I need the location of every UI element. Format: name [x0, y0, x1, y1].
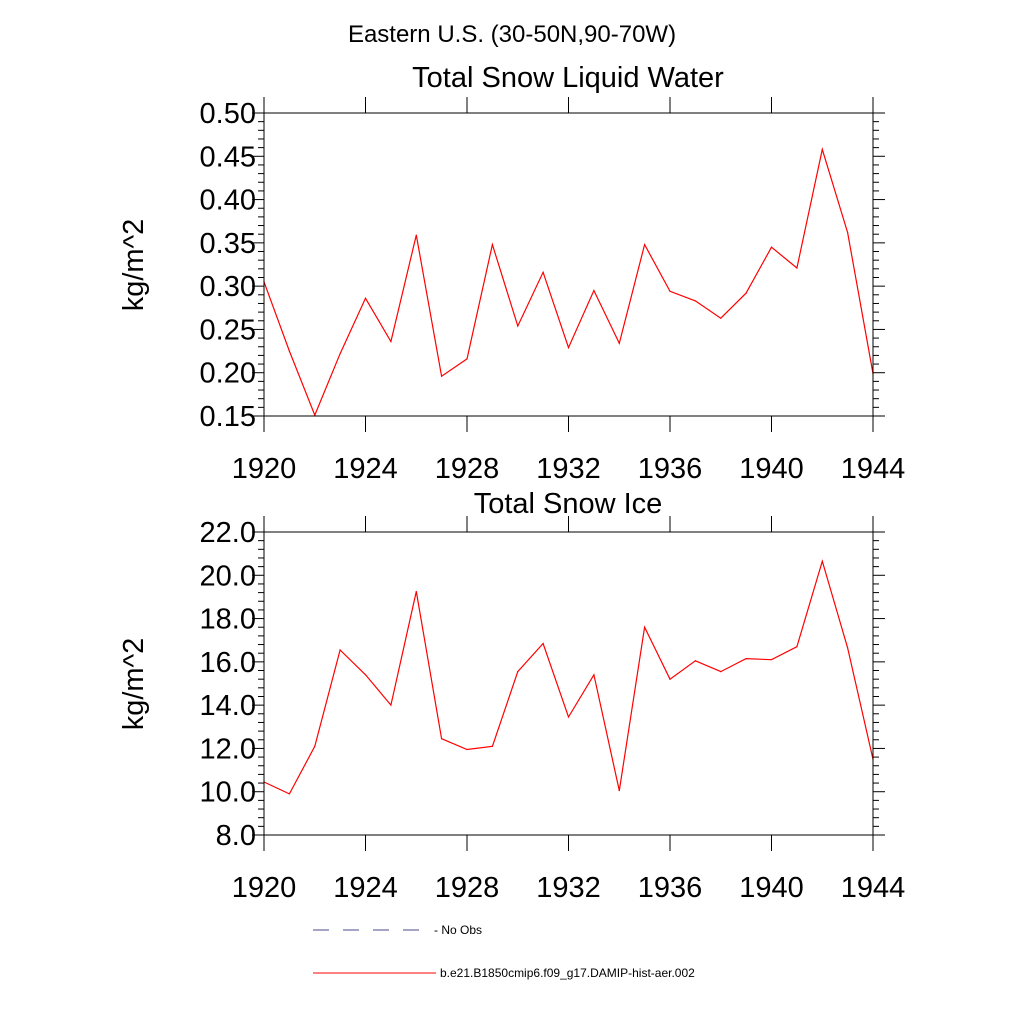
- legend-label-no-obs: - No Obs: [434, 923, 482, 937]
- x-tick-label: 1940: [739, 872, 804, 904]
- data-point: [314, 414, 316, 416]
- y-tick-label: 10.0: [200, 777, 256, 809]
- data-point: [796, 267, 798, 269]
- data-point: [491, 745, 493, 747]
- x-tick-label: 1920: [232, 872, 297, 904]
- y-axis-label: kg/m^2: [118, 219, 150, 312]
- y-tick-label: 0.20: [200, 358, 256, 390]
- y-tick-label: 22.0: [200, 517, 256, 549]
- panel-snow-liquid-water: Total Snow Liquid Water kg/m^2 0.150.200…: [118, 62, 905, 485]
- data-point: [390, 704, 392, 706]
- x-tick-labels: 1920 1924 1928 1932 1936 1940 1944: [232, 872, 906, 904]
- y-tick-label: 0.25: [200, 314, 256, 346]
- y-tick-label: 0.50: [200, 98, 256, 130]
- x-tick-label: 1928: [435, 453, 500, 485]
- data-point: [847, 231, 849, 234]
- data-point: [770, 246, 773, 248]
- data-point: [669, 290, 671, 292]
- data-point: [288, 793, 290, 795]
- y-axis-label: kg/m^2: [118, 638, 150, 731]
- y-tick-label: 8.0: [216, 820, 256, 852]
- data-point: [618, 790, 620, 792]
- x-tick-label: 1924: [333, 872, 398, 904]
- data-point: [339, 649, 341, 651]
- data-point: [694, 300, 696, 302]
- data-point: [415, 234, 417, 236]
- x-tick-label: 1932: [536, 872, 601, 904]
- data-point: [441, 375, 443, 377]
- data-point: [644, 243, 646, 246]
- series-lines: [263, 147, 874, 417]
- panel-title: Total Snow Ice: [474, 488, 663, 520]
- plot-frame: [263, 531, 874, 836]
- panel-snow-ice: Total Snow Ice kg/m^2 8.0 10.0 12.0 14.0 16.…: [118, 488, 905, 904]
- tick-marks: [252, 97, 885, 432]
- figure-supertitle: Eastern U.S. (30-50N,90-70W): [348, 21, 676, 48]
- x-tick-label: 1940: [739, 453, 804, 485]
- data-point: [466, 358, 468, 360]
- data-point: [694, 660, 696, 662]
- x-tick-label: 1932: [536, 453, 601, 485]
- x-tick-label: 1944: [841, 453, 906, 485]
- data-point: [669, 678, 671, 680]
- data-point: [466, 748, 468, 751]
- series-line: [263, 559, 874, 795]
- data-point: [517, 325, 519, 327]
- y-tick-label: 14.0: [200, 690, 256, 722]
- data-point: [390, 340, 392, 343]
- data-point: [618, 342, 620, 344]
- y-tick-label: 0.45: [200, 141, 256, 173]
- data-point: [517, 670, 519, 673]
- data-point: [847, 647, 849, 649]
- data-point: [593, 289, 595, 292]
- data-point: [720, 317, 722, 319]
- data-point: [441, 738, 443, 740]
- y-tick-label: 20.0: [200, 560, 256, 592]
- data-point: [644, 626, 646, 628]
- data-point: [593, 674, 595, 676]
- y-tick-label: 0.40: [200, 185, 256, 217]
- x-tick-label: 1924: [333, 453, 398, 485]
- data-point: [567, 716, 570, 718]
- x-tick-labels: 1920 1924 1928 1932 1936 1940 1944: [232, 453, 906, 485]
- y-tick-labels: 0.15 0.20 0.25 0.30 0.35 0.40 0.45 0.50: [200, 98, 256, 433]
- y-tick-label: 16.0: [200, 647, 256, 679]
- y-tick-label: 0.30: [200, 271, 256, 303]
- data-point: [288, 350, 290, 352]
- series-line: [263, 147, 874, 417]
- data-point: [745, 292, 747, 294]
- data-point: [821, 148, 823, 150]
- y-tick-label: 0.15: [200, 401, 256, 433]
- plot-frame: [263, 112, 874, 417]
- y-tick-label: 0.35: [200, 228, 256, 260]
- x-tick-label: 1936: [638, 872, 703, 904]
- data-point: [542, 642, 544, 645]
- data-point: [364, 674, 367, 676]
- y-tick-label: 12.0: [200, 733, 256, 765]
- legend-label-model: b.e21.B1850cmip6.f09_g17.DAMIP-hist-aer.…: [440, 966, 695, 980]
- data-point: [745, 658, 747, 660]
- x-tick-label: 1936: [638, 453, 703, 485]
- series-lines: [263, 559, 874, 795]
- x-tick-label: 1928: [435, 872, 500, 904]
- data-point: [542, 271, 544, 273]
- data-point: [491, 243, 493, 246]
- panel-title: Total Snow Liquid Water: [412, 62, 724, 94]
- legend: - No Obs b.e21.B1850cmip6.f09_g17.DAMIP-…: [313, 923, 695, 980]
- y-tick-labels: 8.0 10.0 12.0 14.0 16.0 18.0 20.0 22.0: [200, 517, 256, 852]
- data-point: [796, 646, 798, 648]
- data-point: [821, 560, 823, 562]
- data-point: [567, 347, 570, 349]
- data-point: [720, 670, 722, 673]
- x-tick-label: 1944: [841, 872, 906, 904]
- data-point: [415, 590, 417, 593]
- data-point: [314, 745, 316, 747]
- y-tick-label: 18.0: [200, 604, 256, 636]
- data-point: [364, 297, 367, 299]
- x-tick-label: 1920: [232, 453, 297, 485]
- data-point: [770, 659, 773, 661]
- data-point: [339, 353, 341, 355]
- tick-marks: [252, 516, 885, 851]
